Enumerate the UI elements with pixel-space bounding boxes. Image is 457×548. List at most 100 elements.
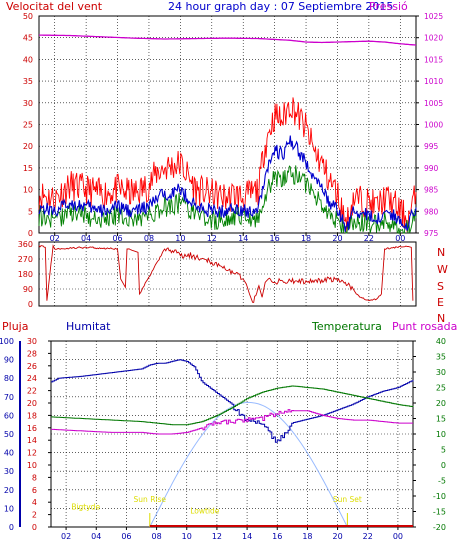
direction-degree-tick: 180: [18, 270, 33, 279]
humidity-tick: 50: [4, 430, 14, 439]
wind-direction-series: [38, 244, 414, 303]
wind-speed-tick: 30: [23, 99, 33, 108]
humidity-tick: 20: [4, 486, 14, 495]
humidity-tick: 60: [4, 411, 14, 420]
x-tick-label: 10: [175, 234, 185, 243]
x-tick-label: 20: [332, 234, 342, 243]
temperature-tick: 20: [436, 399, 446, 408]
wind-speed-tick: 50: [23, 12, 33, 21]
wind-speed-axis: 0 5 10 15 20 25 30 35 40 45 50: [23, 12, 33, 238]
climate-series: [51, 359, 414, 527]
humidity-axis: 0 10 20 30 40 50 60 70 80 90 100: [0, 337, 21, 532]
x-tick-label: 20: [332, 532, 342, 541]
direction-compass-label: W: [437, 263, 448, 276]
x-tick-label: 22: [363, 532, 373, 541]
humidity-tick: 0: [9, 523, 14, 532]
temperature-tick: -5: [438, 477, 446, 486]
pressure-tick: 1010: [424, 77, 443, 86]
climate-series-2: [51, 385, 414, 426]
direction-degree-tick: 0: [28, 300, 33, 309]
pressure-tick: 1005: [424, 99, 443, 108]
x-tick-label: 12: [207, 234, 217, 243]
x-tick-label: 18: [302, 532, 312, 541]
pressure-tick: 1020: [424, 34, 443, 43]
wind-speed-tick: 45: [23, 34, 33, 43]
rain-tick: 0: [32, 523, 37, 532]
pressure-line: [39, 34, 417, 46]
wind-speed-tick: 20: [23, 142, 33, 151]
wind-speed-tick: 10: [23, 186, 33, 195]
rain-tick: 30: [27, 337, 37, 346]
pressure-tick: 995: [424, 142, 439, 151]
temperature-axis: -20 -15 -10 -5 0 5 10 15 20 25 30 35 40: [413, 337, 446, 532]
x-tick-label: 00: [393, 532, 403, 541]
solar-radiation-series: [149, 401, 348, 528]
direction-compass-label: N: [437, 312, 445, 325]
wind-speed-label: Velocitat del vent: [6, 0, 103, 13]
rain-tick: 20: [27, 399, 37, 408]
direction-degree-tick: 360: [18, 240, 33, 249]
temperature-tick: 10: [436, 430, 446, 439]
sunset-label: Sun Set: [333, 495, 362, 504]
pressure-tick: 1015: [424, 55, 443, 64]
rain-tick: 24: [27, 374, 37, 383]
x-tick-label: 12: [212, 532, 222, 541]
x-tick-label: 08: [151, 532, 161, 541]
legend-temperature: Temperatura: [311, 320, 382, 333]
wind-speed-tick: 0: [28, 229, 33, 238]
humidity-tick: 70: [4, 393, 14, 402]
x-tick-label: 08: [144, 234, 154, 243]
pressure-tick: 975: [424, 229, 439, 238]
wind-series-1: [38, 135, 417, 232]
pressure-tick: 985: [424, 186, 439, 195]
humidity-tick: 80: [4, 374, 14, 383]
pressure-tick: 1000: [424, 121, 443, 130]
wind-direction-line: [38, 244, 414, 303]
pressure-tick: 990: [424, 164, 439, 173]
x-tick-label: 18: [301, 234, 311, 243]
x-tick-label: 00: [395, 234, 405, 243]
graph-title: 24 hour graph day : 07 Septiembre 2015: [168, 0, 393, 13]
direction-degree-tick: 90: [23, 285, 33, 294]
x-tick-label: 10: [182, 532, 192, 541]
temperature-tick: -10: [433, 492, 446, 501]
x-tick-label: 14: [242, 532, 252, 541]
rain-tick: 4: [32, 498, 37, 507]
humidity-tick: 100: [0, 337, 14, 346]
wind-speed-tick: 25: [23, 121, 33, 130]
wind-pressure-x-axis: 02 04 06 08 10 12 14 16 18 20 22 00: [50, 233, 405, 243]
rain-tick: 14: [27, 436, 37, 445]
solar-radiation-curve: [149, 401, 348, 528]
x-tick-label: 06: [121, 532, 131, 541]
temperature-tick: 25: [436, 384, 446, 393]
temperature-tick: 35: [436, 353, 446, 362]
rain-tick: 28: [27, 349, 37, 358]
wind-speed-tick: 35: [23, 77, 33, 86]
legend-dewpoint: Punt rosada: [392, 320, 457, 333]
rain-tick: 6: [32, 486, 37, 495]
humidity-tick: 40: [4, 449, 14, 458]
legend-humidity: Humitat: [66, 320, 111, 333]
direction-compass-label: N: [437, 246, 445, 259]
wind-series-0: [38, 97, 417, 234]
rain-tick: 16: [27, 424, 37, 433]
rain-tick: 10: [27, 461, 37, 470]
rain-tick: 8: [32, 473, 37, 482]
rain-tick: 18: [27, 411, 37, 420]
temperature-tick: 0: [441, 461, 446, 470]
temperature-tick: 40: [436, 337, 446, 346]
twilight-label: Bigtyde: [71, 503, 100, 512]
wind-pressure-series: [38, 34, 417, 235]
pressure-label: Pressió: [369, 0, 408, 13]
rain-tick: 2: [32, 511, 37, 520]
x-tick-label: 22: [364, 234, 374, 243]
humidity-tick: 90: [4, 356, 14, 365]
x-tick-label: 16: [270, 234, 280, 243]
rain-tick: 12: [27, 449, 37, 458]
rain-tick: 22: [27, 387, 37, 396]
pressure-axis: 975 980 985 990 995 1000 1005 1010 1015 1020 1025: [416, 12, 443, 238]
temperature-tick: 5: [441, 446, 446, 455]
